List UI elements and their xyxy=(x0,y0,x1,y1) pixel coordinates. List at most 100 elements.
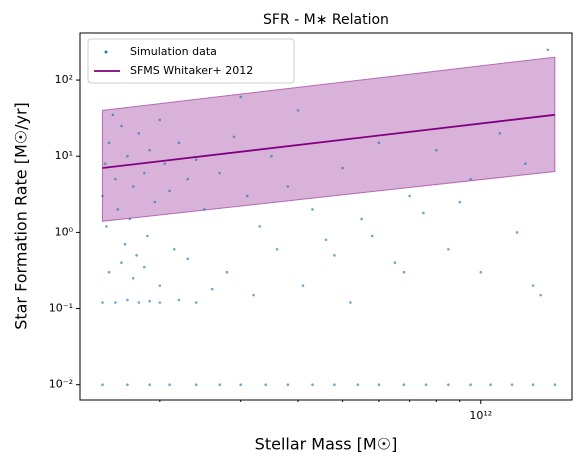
data-point xyxy=(539,293,542,297)
data-point xyxy=(123,242,127,246)
legend-marker xyxy=(104,50,108,54)
y-tick-label: 10⁻² xyxy=(49,378,73,391)
data-point xyxy=(408,194,411,198)
data-point xyxy=(143,265,146,269)
data-point xyxy=(172,247,176,251)
data-point xyxy=(137,301,141,304)
data-point xyxy=(186,177,190,181)
y-tick-label: 10¹ xyxy=(55,149,73,162)
data-point xyxy=(153,200,157,204)
data-point xyxy=(333,383,336,387)
data-point xyxy=(245,194,249,198)
data-point xyxy=(360,217,363,221)
data-point xyxy=(422,211,425,215)
data-point xyxy=(105,225,108,228)
data-point xyxy=(252,293,255,297)
data-point xyxy=(469,383,472,387)
data-point xyxy=(177,141,181,145)
data-point xyxy=(498,132,502,135)
data-point xyxy=(232,135,236,139)
data-point xyxy=(264,383,267,387)
data-point xyxy=(186,257,190,261)
legend-label: SFMS Whitaker+ 2012 xyxy=(130,64,253,77)
data-point xyxy=(424,383,428,387)
data-point xyxy=(370,234,374,238)
data-point xyxy=(546,48,550,52)
data-point xyxy=(553,383,557,387)
y-tick-label: 10⁰ xyxy=(55,225,74,238)
data-point xyxy=(469,177,472,181)
data-point xyxy=(107,141,111,145)
data-point xyxy=(377,383,381,387)
data-point xyxy=(218,383,221,387)
data-point xyxy=(126,383,129,387)
data-point xyxy=(203,208,206,211)
data-point xyxy=(531,284,535,287)
data-point xyxy=(114,301,117,304)
data-point xyxy=(128,217,132,221)
data-point xyxy=(270,154,273,158)
data-point xyxy=(148,383,151,387)
data-point xyxy=(239,383,243,387)
data-point xyxy=(218,171,221,175)
data-point xyxy=(210,287,214,291)
data-point xyxy=(137,132,141,135)
data-point xyxy=(126,298,129,302)
y-tick-label: 10⁻¹ xyxy=(49,302,73,315)
data-point xyxy=(148,148,151,152)
data-point xyxy=(111,113,115,117)
data-point xyxy=(515,231,519,234)
sfms-line xyxy=(102,113,555,169)
legend-box xyxy=(87,38,295,84)
data-point xyxy=(116,208,120,211)
data-point xyxy=(324,238,328,242)
x-tick-label: 10¹² xyxy=(469,409,492,422)
data-point xyxy=(479,270,483,274)
data-point xyxy=(107,270,111,274)
data-point xyxy=(458,200,462,204)
data-point xyxy=(447,383,450,387)
data-point xyxy=(296,109,300,112)
data-point xyxy=(101,383,104,387)
data-point xyxy=(239,95,243,99)
data-point xyxy=(341,166,344,170)
sfms-band xyxy=(101,56,556,222)
data-point xyxy=(131,185,135,188)
data-point xyxy=(531,383,535,387)
data-point xyxy=(101,194,104,198)
data-point xyxy=(447,247,450,251)
data-point xyxy=(349,301,352,304)
y-axis-label: Star Formation Rate [M☉/yr] xyxy=(12,102,31,330)
data-point xyxy=(168,189,171,193)
data-point xyxy=(103,162,107,165)
data-point xyxy=(194,301,198,304)
legend-label: Simulation data xyxy=(130,45,217,58)
plot-frame xyxy=(79,32,573,401)
data-point xyxy=(489,383,492,387)
data-point xyxy=(168,383,171,387)
x-axis-label: Stellar Mass [M☉] xyxy=(255,435,398,454)
data-point xyxy=(333,254,336,257)
data-point xyxy=(402,383,406,387)
data-point xyxy=(258,225,262,228)
y-tick-label: 10² xyxy=(55,73,73,86)
data-point xyxy=(120,261,123,265)
data-point xyxy=(510,383,514,387)
data-point xyxy=(148,299,151,303)
data-point xyxy=(194,158,198,162)
data-point xyxy=(120,124,123,128)
data-point xyxy=(301,284,305,287)
data-point xyxy=(356,383,360,387)
data-point xyxy=(523,162,527,165)
data-point xyxy=(135,254,138,257)
data-point xyxy=(158,301,162,304)
data-point xyxy=(143,171,146,175)
data-point xyxy=(377,141,381,145)
data-point xyxy=(146,234,149,238)
data-point xyxy=(126,154,129,158)
data-point xyxy=(286,185,290,188)
data-point xyxy=(158,118,162,122)
data-point xyxy=(131,276,135,280)
data-point xyxy=(158,284,162,287)
